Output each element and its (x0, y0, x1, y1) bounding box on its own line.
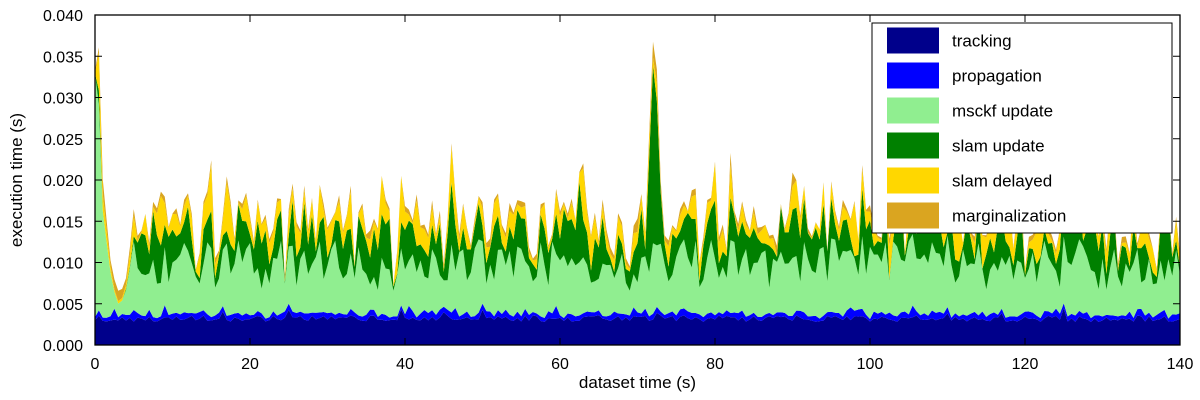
x-tick-label-60: 60 (551, 356, 569, 373)
chart-legend[interactable]: tracking propagation msckf update slam upd… (872, 23, 1172, 233)
legend-label-2: msckf update (952, 102, 1053, 121)
y-axis-title: execution time (s) (7, 113, 26, 247)
y-tick-label-4: 0.020 (43, 173, 83, 190)
legend-label-3: slam update (952, 137, 1045, 156)
legend-swatch-slam-delayed (887, 168, 939, 194)
legend-swatch-tracking (887, 28, 939, 54)
legend-box[interactable] (872, 23, 1172, 233)
y-tick-label-2: 0.010 (43, 256, 83, 273)
x-tick-label-140: 140 (1167, 356, 1194, 373)
legend-label-0: tracking (952, 32, 1012, 51)
chart-container: dataset time (s) execution time (s) 0 20 4… (0, 0, 1200, 400)
y-tick-label-6: 0.030 (43, 91, 83, 108)
legend-swatch-msckf-update (887, 98, 939, 124)
legend-swatch-slam-update (887, 133, 939, 159)
y-tick-label-1: 0.005 (43, 297, 83, 314)
legend-label-4: slam delayed (952, 172, 1052, 191)
legend-swatch-propagation (887, 63, 939, 89)
y-tick-label-8: 0.040 (43, 8, 83, 25)
x-tick-label-40: 40 (396, 356, 414, 373)
y-tick-label-7: 0.035 (43, 49, 83, 66)
x-tick-label-0: 0 (91, 356, 100, 373)
legend-label-5: marginalization (952, 207, 1066, 226)
legend-label-1: propagation (952, 67, 1042, 86)
x-tick-label-80: 80 (706, 356, 724, 373)
legend-swatch-marginalization (887, 203, 939, 229)
x-tick-label-20: 20 (241, 356, 259, 373)
x-tick-label-100: 100 (857, 356, 884, 373)
execution-time-stacked-area-chart: dataset time (s) execution time (s) 0 20 4… (0, 0, 1200, 400)
x-tick-label-120: 120 (1012, 356, 1039, 373)
y-tick-label-3: 0.015 (43, 214, 83, 231)
x-axis-title: dataset time (s) (579, 373, 696, 392)
y-tick-label-0: 0.000 (43, 338, 83, 355)
y-tick-label-5: 0.025 (43, 132, 83, 149)
